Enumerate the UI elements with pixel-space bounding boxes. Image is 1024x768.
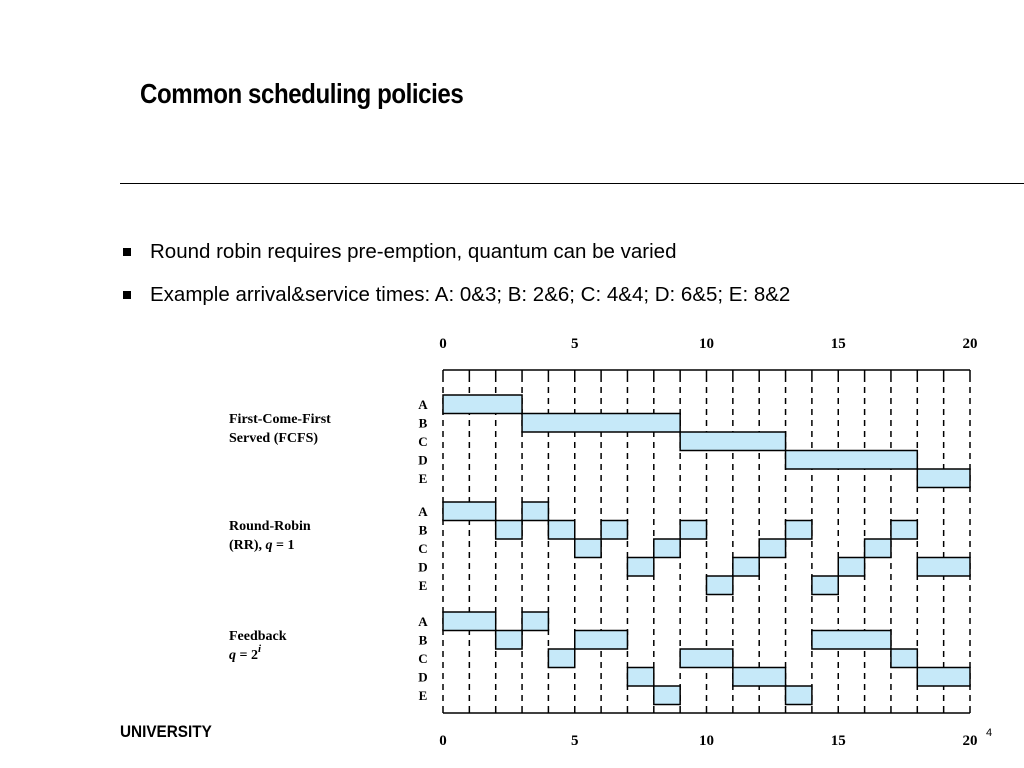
process-label-c: C xyxy=(418,541,427,556)
policy-label-feedback: q = 2i xyxy=(229,643,262,663)
process-label-e: E xyxy=(419,688,428,703)
bottom-axis-tick-label: 0 xyxy=(439,733,447,749)
policy-label-fcfs: First-Come-First xyxy=(229,412,331,427)
execution-bar-feedback-e xyxy=(784,685,813,706)
execution-bar-rr-c xyxy=(653,538,681,559)
process-label-d: D xyxy=(418,453,427,468)
process-label-b: B xyxy=(419,523,428,538)
execution-bar-rr-e xyxy=(811,575,840,596)
execution-bar-feedback-b xyxy=(574,629,629,650)
execution-bar-rr-b xyxy=(890,519,919,540)
bullet-list: Round robin requires pre-emption, quantu… xyxy=(122,236,790,322)
top-axis-tick-label: 15 xyxy=(831,336,846,352)
bullet-item: Example arrival&service times: A: 0&3; B… xyxy=(122,279,790,322)
process-label-b: B xyxy=(419,416,428,431)
execution-bar-feedback-d xyxy=(732,666,787,687)
process-label-d: D xyxy=(418,670,427,685)
bullet-square-icon xyxy=(123,291,131,299)
policy-label-feedback: Feedback xyxy=(229,629,287,644)
policy-label-rr: (RR), q = 1 xyxy=(229,538,295,553)
execution-bar-feedback-c xyxy=(679,648,734,669)
execution-bar-fcfs-d xyxy=(784,449,919,470)
execution-bar-rr-c xyxy=(758,538,787,559)
institution-logo-text: UNIVERSITY xyxy=(120,722,212,741)
title-divider xyxy=(120,183,1024,184)
execution-bar-rr-b xyxy=(547,519,576,540)
bullet-text: Example arrival&service times: A: 0&3; B… xyxy=(150,283,791,306)
execution-bar-rr-d xyxy=(837,556,866,577)
execution-bar-feedback-c xyxy=(547,648,576,669)
process-label-c: C xyxy=(418,651,427,666)
policy-label-rr: Round-Robin xyxy=(229,519,311,534)
execution-bar-fcfs-a xyxy=(442,394,523,415)
execution-bar-rr-e xyxy=(705,575,734,596)
page-number: 4 xyxy=(986,727,993,739)
execution-bar-rr-d xyxy=(626,556,655,577)
top-axis-tick-label: 0 xyxy=(439,336,447,352)
execution-bar-feedback-b xyxy=(811,629,892,650)
execution-bar-rr-a xyxy=(442,501,497,522)
process-label-b: B xyxy=(419,633,428,648)
bottom-axis-tick-label: 10 xyxy=(699,733,714,749)
execution-bar-rr-c xyxy=(574,538,602,559)
execution-bar-feedback-d xyxy=(626,666,655,687)
bullet-item: Round robin requires pre-emption, quantu… xyxy=(122,236,790,279)
execution-bar-feedback-b xyxy=(494,629,523,650)
bottom-axis-tick-label: 5 xyxy=(571,733,579,749)
policy-label-fcfs: Served (FCFS) xyxy=(229,431,318,446)
process-label-e: E xyxy=(419,471,428,486)
execution-bar-fcfs-b xyxy=(521,412,681,433)
execution-bar-feedback-e xyxy=(653,685,681,706)
bullet-text: Round robin requires pre-emption, quantu… xyxy=(150,240,677,263)
execution-bar-rr-d xyxy=(732,556,760,577)
execution-bar-fcfs-c xyxy=(679,431,787,452)
execution-bar-feedback-d xyxy=(916,666,971,687)
bottom-axis-tick-label: 20 xyxy=(963,733,978,749)
bottom-axis-tick-label: 15 xyxy=(831,733,846,749)
execution-bar-feedback-a xyxy=(521,611,550,632)
execution-bar-rr-c xyxy=(863,538,892,559)
process-label-a: A xyxy=(418,614,428,629)
process-label-a: A xyxy=(418,504,428,519)
bullet-square-icon xyxy=(123,248,131,256)
top-axis-tick-label: 10 xyxy=(699,336,714,352)
execution-bar-feedback-a xyxy=(442,611,497,632)
process-label-c: C xyxy=(418,434,427,449)
top-axis-tick-label: 5 xyxy=(571,336,579,352)
process-label-d: D xyxy=(418,560,427,575)
process-label-a: A xyxy=(418,397,428,412)
execution-bar-rr-b xyxy=(784,519,813,540)
top-axis-tick-label: 20 xyxy=(963,336,978,352)
execution-bar-rr-b xyxy=(679,519,708,540)
execution-bar-fcfs-e xyxy=(916,468,971,489)
execution-bar-rr-a xyxy=(521,501,550,522)
slide-title: Common scheduling policies xyxy=(140,78,464,109)
execution-bar-rr-b xyxy=(494,519,523,540)
execution-bar-feedback-c xyxy=(890,648,919,669)
process-label-e: E xyxy=(419,578,428,593)
execution-bar-rr-d xyxy=(916,556,971,577)
execution-bar-rr-b xyxy=(600,519,629,540)
